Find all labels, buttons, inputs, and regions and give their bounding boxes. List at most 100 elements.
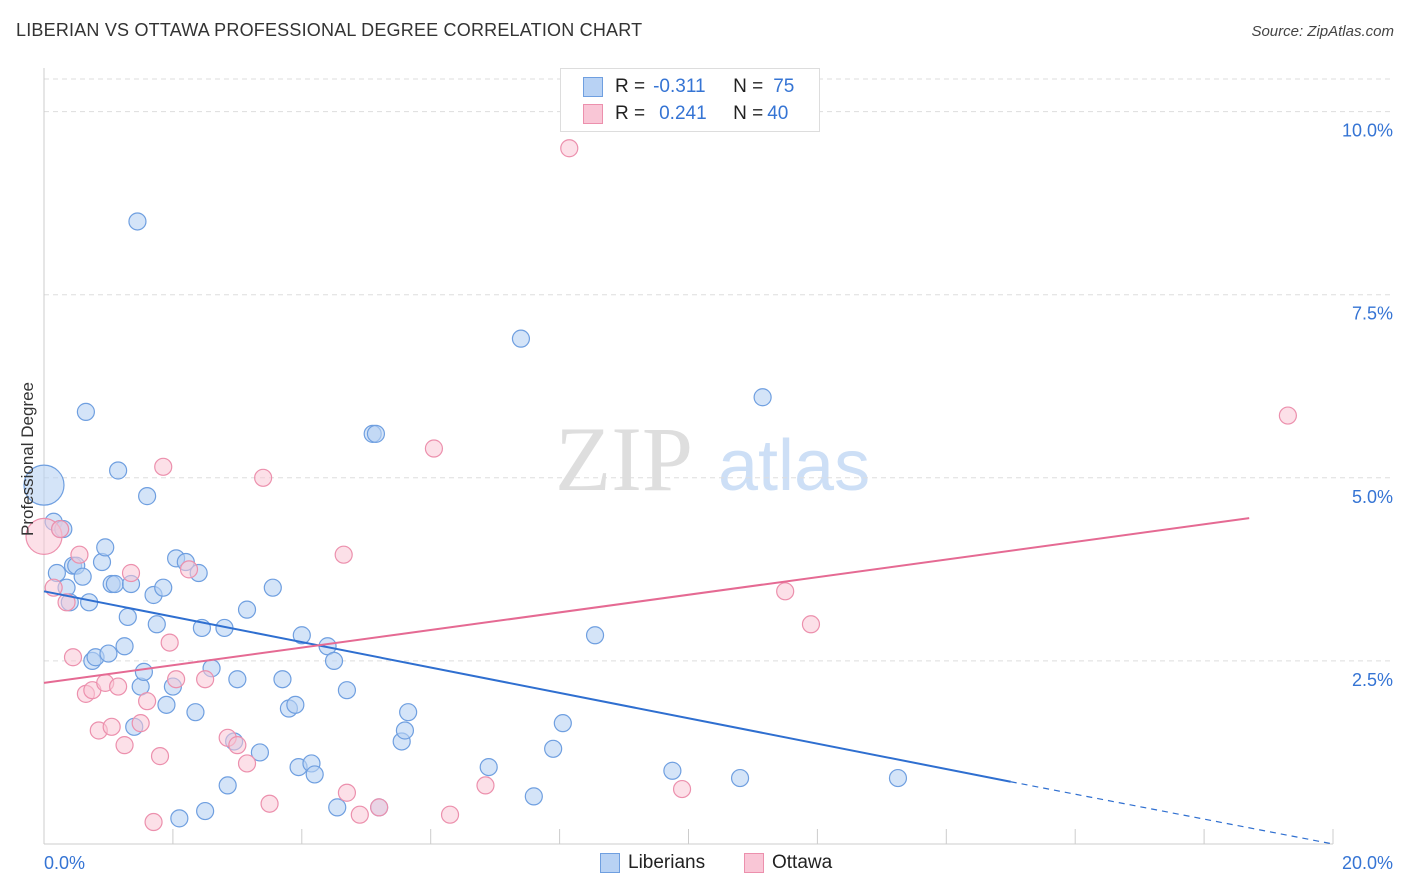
liberians-point — [585, 626, 605, 645]
liberians-point — [324, 651, 344, 671]
liberians-point — [395, 721, 415, 740]
ottawa-swatch — [583, 104, 603, 124]
y-tick-label-3: 10.0% — [1342, 121, 1393, 141]
ottawa-point — [440, 805, 460, 824]
liberians-point — [753, 388, 772, 407]
r-label: R = — [615, 103, 646, 124]
liberians-point — [399, 703, 418, 722]
liberians-point — [730, 768, 750, 788]
liberians-point — [76, 402, 95, 421]
legend-item-liberians: Liberians — [600, 852, 705, 874]
liberians-legend-swatch — [600, 853, 620, 873]
liberians-point — [366, 424, 386, 443]
ottawa-legend-swatch — [744, 853, 764, 873]
ottawa-point — [776, 582, 795, 601]
liberians-point — [237, 600, 257, 619]
legend-row-liberians: R = -0.311 N = 75 — [583, 74, 794, 100]
tick-labels: Professional Degree 2.5% 5.0% 7.5% 10.0% 0.0%… — [18, 121, 1393, 873]
ottawa-point — [144, 812, 163, 832]
y-tick-label-1: 5.0% — [1352, 487, 1393, 507]
liberians-point — [273, 670, 292, 689]
ottawa-point — [334, 545, 353, 564]
ottawa-point — [424, 439, 444, 458]
liberians-point — [286, 695, 305, 714]
source-label: Source: ZipAtlas.com — [1251, 23, 1394, 40]
legend-item-ottawa: Ottawa — [744, 852, 832, 874]
ottawa-point — [70, 545, 89, 564]
ottawa-n-value: 40 — [767, 103, 789, 124]
liberians-point — [73, 567, 92, 586]
y-axis-title: Professional Degree — [18, 382, 37, 536]
liberians-r-value: -0.311 — [653, 76, 706, 97]
liberians-point — [337, 681, 357, 700]
liberians-point — [544, 739, 563, 758]
liberians-point — [553, 714, 572, 733]
trend-lines — [43, 517, 1334, 845]
ottawa-point — [115, 736, 134, 755]
liberians-point — [479, 757, 498, 777]
correlation-legend: R = -0.311 N = 75 R = 0.241 N = 40 — [560, 68, 820, 132]
liberians-point — [663, 761, 682, 780]
watermark: ZIP atlas — [555, 408, 870, 510]
ottawa-point — [801, 615, 821, 634]
ottawa-point — [131, 714, 150, 733]
ottawa-point — [260, 794, 279, 813]
ottawa-point — [57, 593, 76, 612]
liberians-point — [96, 538, 115, 557]
ottawa-point — [167, 670, 186, 689]
ottawa-r-value: 0.241 — [659, 103, 707, 124]
liberians-point — [109, 461, 128, 480]
liberians-point — [99, 644, 118, 663]
liberians-swatch — [583, 77, 603, 97]
ottawa-point — [150, 747, 170, 766]
ottawa-point — [337, 783, 357, 802]
r-label: R = — [615, 76, 646, 97]
ottawa-point — [138, 692, 157, 711]
ottawa-point — [350, 805, 369, 824]
n-label: N = — [733, 103, 764, 124]
liberians-point — [305, 765, 324, 784]
ottawa-trend-line — [43, 517, 1250, 684]
ottawa-point — [196, 670, 215, 689]
y-tick-label-2: 7.5% — [1352, 304, 1393, 324]
ottawa-point — [154, 457, 173, 476]
liberians-point — [263, 578, 282, 597]
series-ottawa — [25, 139, 1297, 832]
liberians-point — [105, 574, 124, 594]
liberians-point — [228, 670, 247, 689]
grid — [44, 78, 1392, 662]
ottawa-point — [237, 754, 257, 773]
ottawa-point — [109, 677, 128, 696]
liberians-point — [118, 607, 137, 627]
liberians-point — [47, 563, 66, 583]
n-label: N = — [733, 76, 764, 97]
ottawa-point — [254, 468, 273, 487]
liberians-trend-line — [43, 590, 1011, 783]
liberians-n-value: 75 — [773, 76, 795, 97]
ottawa-point — [476, 776, 495, 795]
liberians-point — [524, 787, 543, 806]
liberians-trend-extension — [1010, 781, 1334, 845]
liberians-point — [23, 464, 65, 506]
liberians-point — [154, 578, 173, 597]
watermark-atlas: atlas — [718, 426, 870, 506]
liberians-point — [157, 695, 176, 714]
liberians-legend-label: Liberians — [628, 852, 706, 873]
series-liberians — [23, 212, 908, 828]
liberians-point — [115, 637, 134, 656]
liberians-point — [186, 703, 205, 722]
ottawa-legend-label: Ottawa — [772, 852, 833, 873]
ottawa-point — [102, 717, 121, 736]
liberians-point — [888, 768, 908, 788]
y-tick-label-0: 2.5% — [1352, 670, 1393, 690]
liberians-point — [511, 329, 531, 348]
liberians-point — [138, 487, 157, 506]
ottawa-point — [228, 736, 247, 755]
axes — [43, 68, 1334, 845]
ottawa-point — [560, 139, 579, 158]
liberians-point — [147, 615, 166, 634]
ottawa-point — [672, 779, 692, 799]
x-tick-label-min: 0.0% — [44, 853, 85, 873]
liberians-point — [250, 743, 270, 762]
